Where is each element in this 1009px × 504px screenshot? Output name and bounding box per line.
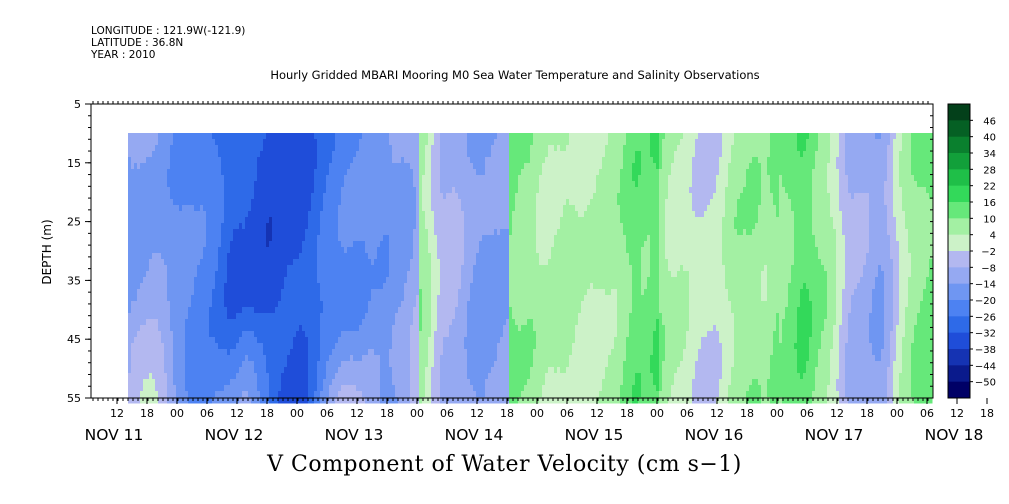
- colorbar-swatch: [948, 349, 970, 366]
- colorbar-swatch: [948, 218, 970, 236]
- x-tick-label: 12: [590, 407, 604, 420]
- x-day-label: NOV 11: [85, 426, 144, 444]
- y-tick-label: 15: [67, 157, 81, 170]
- colorbar-swatch: [948, 202, 970, 219]
- x-tick-label: 06: [920, 407, 934, 420]
- colorbar-swatch: [948, 300, 970, 317]
- colorbar-swatch: [948, 316, 970, 334]
- colorbar-tick-label: −26: [975, 312, 996, 323]
- x-tick-label: 06: [560, 407, 574, 420]
- colorbar-tick-label: 34: [983, 149, 996, 160]
- x-day-label: NOV 17: [805, 426, 864, 444]
- x-tick-label: 18: [740, 407, 754, 420]
- colorbar-swatch: [948, 120, 970, 138]
- colorbar-swatch: [948, 234, 970, 252]
- latitude-label: LATITUDE : 36.8N: [91, 37, 184, 49]
- x-tick-label: 00: [650, 407, 664, 420]
- x-tick-label: 18: [980, 407, 994, 420]
- x-tick-label: 06: [320, 407, 334, 420]
- colorbar-tick-label: 40: [983, 133, 996, 144]
- colorbar-swatch: [948, 381, 970, 399]
- x-tick-label: 18: [140, 407, 154, 420]
- colorbar-tick-label: −38: [975, 345, 996, 356]
- x-tick-label: 12: [350, 407, 364, 420]
- colorbar-swatch: [948, 136, 970, 154]
- colorbar-swatch: [948, 365, 970, 383]
- y-tick-label: 45: [67, 333, 81, 346]
- colorbar-swatch: [948, 332, 970, 350]
- colorbar-tick-label: −50: [975, 378, 996, 389]
- x-tick-label: 12: [470, 407, 484, 420]
- colorbar-swatch: [948, 153, 970, 170]
- x-axis-label: V Component of Water Velocity (cm s−1): [267, 452, 742, 477]
- x-tick-label: 06: [440, 407, 454, 420]
- colorbar-tick-label: −14: [975, 280, 996, 291]
- x-day-label: NOV 18: [925, 426, 984, 444]
- x-tick-label: 18: [500, 407, 514, 420]
- x-tick-label: 12: [830, 407, 844, 420]
- x-tick-label: 00: [770, 407, 784, 420]
- y-tick-label: 25: [67, 216, 81, 229]
- colorbar-swatch: [948, 169, 970, 187]
- x-day-label: NOV 16: [685, 426, 744, 444]
- colorbar-tick-label: 46: [983, 116, 996, 127]
- y-axis-label: DEPTH (m): [40, 219, 54, 284]
- chart-title: Hourly Gridded MBARI Mooring M0 Sea Wate…: [270, 68, 760, 82]
- x-tick-label: 06: [800, 407, 814, 420]
- colorbar-swatch: [948, 267, 970, 285]
- colorbar-swatch: [948, 185, 970, 203]
- x-tick-label: 00: [530, 407, 544, 420]
- x-tick-label: 12: [110, 407, 124, 420]
- x-tick-label: 18: [380, 407, 394, 420]
- colorbar-tick-label: 10: [983, 214, 996, 225]
- x-tick-label: 18: [860, 407, 874, 420]
- x-tick-label: 00: [410, 407, 424, 420]
- x-tick-label: 12: [950, 407, 964, 420]
- colorbar-tick-label: −32: [975, 329, 996, 340]
- colorbar-tick-label: −2: [981, 247, 996, 258]
- longitude-label: LONGITUDE : 121.9W(-121.9): [91, 25, 246, 37]
- x-tick-label: 12: [230, 407, 244, 420]
- plot-frame: [90, 103, 934, 399]
- x-tick-label: 12: [710, 407, 724, 420]
- colorbar-swatch: [948, 283, 970, 301]
- x-tick-label: 18: [620, 407, 634, 420]
- x-tick-label: 00: [170, 407, 184, 420]
- x-tick-label: 06: [680, 407, 694, 420]
- x-tick-label: 18: [260, 407, 274, 420]
- colorbar-tick-label: 22: [983, 182, 996, 193]
- colorbar-tick-label: 16: [983, 198, 996, 209]
- x-day-label: NOV 15: [565, 426, 624, 444]
- x-day-label: NOV 14: [445, 426, 504, 444]
- colorbar-swatch: [948, 251, 970, 268]
- x-day-label: NOV 13: [325, 426, 384, 444]
- colorbar-tick-label: −8: [981, 263, 996, 274]
- x-tick-label: 06: [200, 407, 214, 420]
- colorbar-tick-label: −44: [975, 361, 996, 372]
- year-label: YEAR : 2010: [91, 49, 156, 61]
- y-tick-label: 5: [74, 98, 81, 111]
- colorbar: 46 40 34 28 22 16 10 4 −2 −8 −14 −20 −26 −32 −38 −44 −50: [947, 103, 996, 399]
- colorbar-swatch: [948, 104, 970, 121]
- y-tick-label: 55: [67, 392, 81, 405]
- x-tick-label: 00: [290, 407, 304, 420]
- x-tick-label: 00: [890, 407, 904, 420]
- colorbar-tick-label: 4: [990, 231, 996, 242]
- colorbar-tick-label: −20: [975, 296, 996, 307]
- y-tick-label: 35: [67, 274, 81, 287]
- x-day-label: NOV 12: [205, 426, 264, 444]
- colorbar-tick-label: 28: [983, 165, 996, 176]
